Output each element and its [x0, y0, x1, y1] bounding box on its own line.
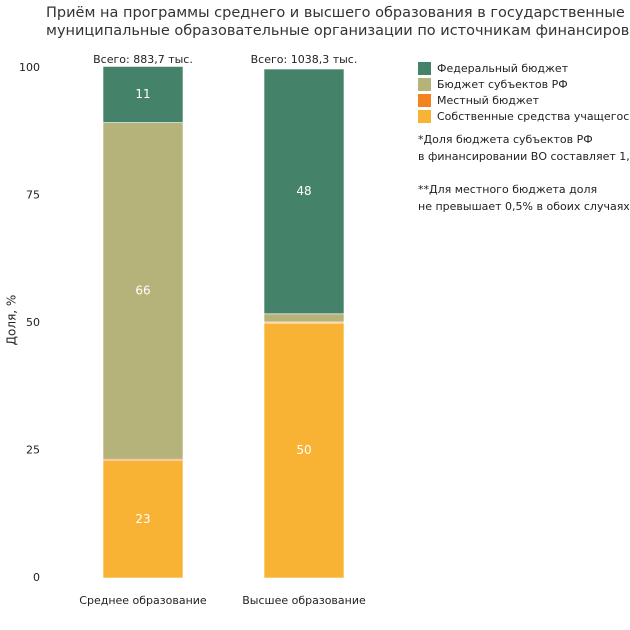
legend-swatch — [418, 62, 431, 75]
y-tick-label: 75 — [26, 189, 40, 202]
data-label: 48 — [296, 184, 311, 198]
legend-label: Федеральный бюджет — [437, 62, 569, 75]
data-label: 11 — [135, 87, 150, 101]
legend-label: Местный бюджет — [437, 94, 540, 107]
bar-segment — [263, 322, 345, 579]
legend-swatch — [418, 78, 431, 91]
footnote: не превышает 0,5% в обоих случаях. — [418, 200, 630, 213]
x-tick-label: Высшее образование — [242, 594, 366, 607]
y-tick-label: 0 — [33, 571, 40, 584]
chart-title: Приём на программы среднего и высшего об… — [46, 5, 630, 21]
total-label: Всего: 1038,3 тыс. — [251, 53, 358, 66]
bar-segment — [102, 460, 184, 579]
legend-label: Бюджет субъектов РФ — [437, 78, 568, 91]
y-tick-label: 50 — [26, 316, 40, 329]
data-label: 50 — [296, 443, 311, 457]
bar-segment — [102, 66, 184, 123]
bar-segment — [263, 313, 345, 323]
chart-title: муниципальные образовательные организаци… — [46, 23, 630, 39]
footnote: *Доля бюджета субъектов РФ — [418, 133, 593, 146]
y-axis-label: Доля, % — [5, 295, 19, 346]
footnote: **Для местного бюджета доля — [418, 183, 597, 196]
bar-segment — [102, 122, 184, 460]
y-tick-label: 25 — [26, 444, 40, 457]
legend-label: Собственные средства учащегося — [437, 110, 630, 123]
data-label: 23 — [135, 512, 150, 526]
legend-swatch — [418, 110, 431, 123]
bar-segment — [263, 68, 345, 315]
x-tick-label: Среднее образование — [79, 594, 207, 607]
legend-swatch — [418, 94, 431, 107]
footnote: в финансировании ВО составляет 1,6%. — [418, 150, 630, 163]
y-tick-label: 100 — [19, 61, 40, 74]
data-label: 66 — [135, 283, 150, 297]
total-label: Всего: 883,7 тыс. — [93, 53, 193, 66]
